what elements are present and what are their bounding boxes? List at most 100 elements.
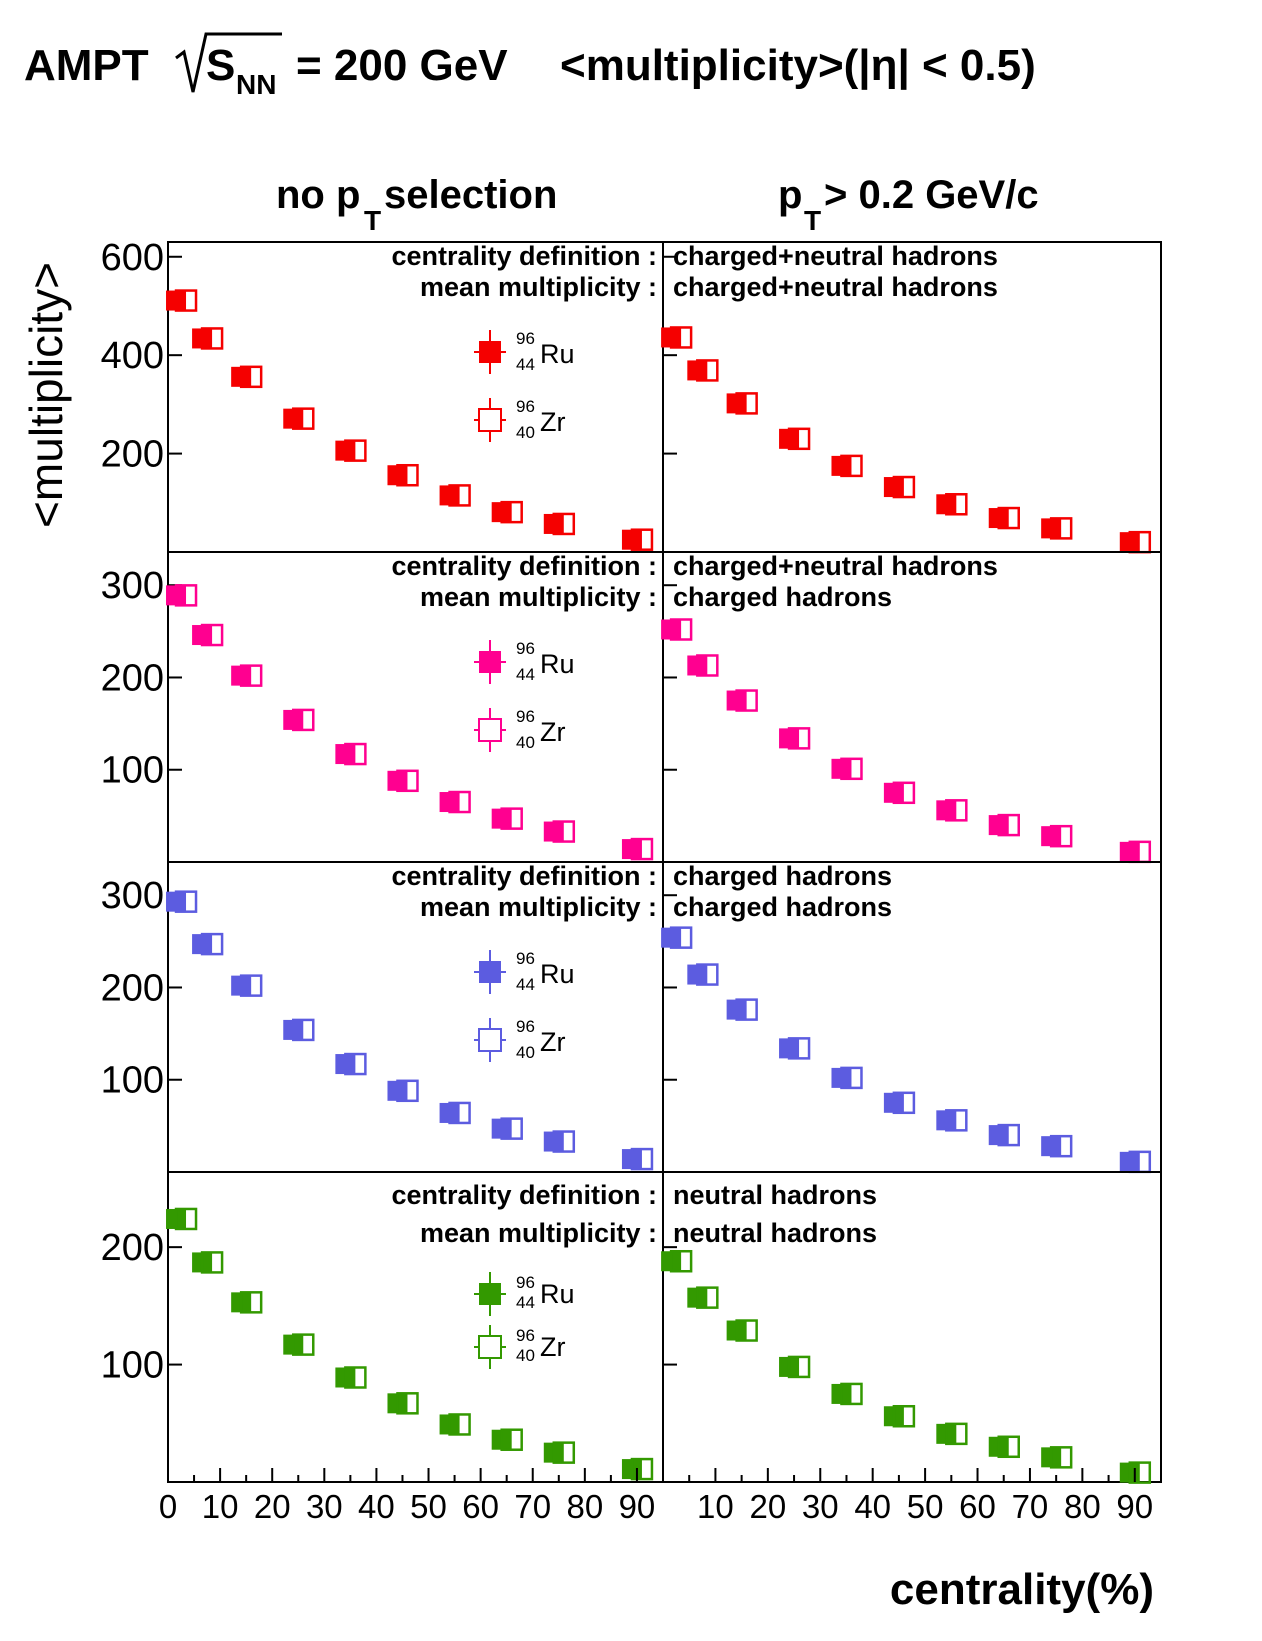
zr-marker	[552, 1441, 576, 1464]
data-point-left-1	[166, 1207, 198, 1231]
zr-marker	[669, 618, 693, 641]
x-tick-label-right: 80	[1064, 1488, 1101, 1525]
centrality-definition-value: neutral hadrons	[673, 1180, 877, 1210]
column-left-suffix: selection	[384, 173, 557, 217]
zr-marker	[892, 475, 916, 499]
legend-entry-zr: 96 40 Zr	[474, 1017, 565, 1062]
zr-marker	[696, 1286, 719, 1309]
zr-marker	[787, 427, 811, 451]
data-point-left-2	[192, 623, 224, 647]
mean-multiplicity-value: charged hadrons	[673, 892, 892, 922]
title-sqrt-sub: NN	[236, 69, 276, 100]
data-point-left-3	[231, 1291, 263, 1314]
data-point-right-10	[1119, 1150, 1152, 1174]
zr-marker	[630, 837, 654, 861]
data-point-left-8	[491, 807, 523, 830]
legend-charge-number: 40	[516, 423, 535, 442]
mean-multiplicity-label: mean multiplicity :	[420, 272, 657, 302]
zr-marker	[239, 664, 263, 687]
zr-marker	[174, 584, 198, 607]
legend-row-2: 96 44 Ru 96 40 Zr	[474, 639, 575, 752]
data-point-left-4	[283, 1333, 315, 1356]
data-point-right-2	[687, 359, 719, 382]
y-tick-label: 300	[101, 565, 164, 607]
x-tick-label-left: 50	[410, 1488, 447, 1525]
zr-marker	[630, 1147, 654, 1171]
centrality-definition-value: charged+neutral hadrons	[673, 241, 998, 271]
legend-mass-number: 96	[516, 639, 535, 658]
data-point-left-7	[439, 484, 471, 507]
zr-marker	[292, 1333, 315, 1356]
zr-marker	[997, 1435, 1020, 1459]
data-point-right-3	[726, 392, 758, 415]
centrality-definition-value: charged+neutral hadrons	[673, 551, 998, 581]
data-point-left-3	[231, 664, 263, 687]
x-tick-label-left: 80	[566, 1488, 603, 1525]
zr-marker	[174, 890, 198, 913]
x-tick-label-right: 10	[697, 1488, 734, 1525]
zr-marker	[669, 326, 693, 349]
zr-marker	[787, 1037, 811, 1060]
data-point-left-1	[166, 584, 198, 607]
data-point-left-5	[335, 1366, 367, 1389]
legend-symbol: Zr	[540, 407, 565, 437]
zr-marker	[200, 327, 224, 350]
zr-marker	[448, 484, 471, 507]
zr-marker	[997, 813, 1020, 837]
zr-marker	[174, 289, 198, 312]
zr-marker	[997, 1123, 1020, 1147]
data-point-left-4	[283, 407, 315, 430]
data-point-right-2	[687, 1286, 719, 1309]
x-tick-label-left: 60	[462, 1488, 499, 1525]
legend-symbol: Ru	[540, 339, 575, 369]
legend-ru-marker-icon	[479, 961, 501, 983]
data-point-right-5	[831, 1066, 863, 1090]
x-tick-label-left: 40	[358, 1488, 395, 1525]
column-left-label: no p	[276, 173, 360, 217]
zr-marker	[696, 359, 719, 382]
legend-mass-number: 96	[516, 397, 535, 416]
panel-frame	[662, 1171, 1162, 1483]
data-point-right-6	[883, 1091, 916, 1115]
legend-charge-number: 44	[516, 355, 535, 374]
zr-marker	[945, 493, 968, 516]
data-point-left-5	[335, 439, 367, 462]
y-tick-label: 200	[101, 967, 164, 1009]
data-point-left-1	[166, 890, 198, 913]
y-tick-label: 200	[101, 1227, 164, 1269]
zr-marker	[448, 1101, 471, 1125]
y-axis-title: <multiplicity>	[20, 262, 72, 528]
column-heading-left: no p T selection	[276, 173, 557, 236]
data-point-left-6	[387, 1079, 419, 1103]
y-tick-label: 300	[101, 875, 164, 917]
legend-symbol: Zr	[540, 1332, 565, 1362]
panel-row-3: 100 200 300 centrality definition : charged …	[101, 861, 1162, 1174]
centrality-definition-value: charged hadrons	[673, 861, 892, 891]
data-point-right-5	[831, 1382, 863, 1406]
legend-charge-number: 44	[516, 1293, 535, 1312]
title-energy: = 200 GeV	[296, 41, 508, 90]
data-point-right-5	[831, 757, 863, 781]
data-point-right-7	[936, 799, 968, 822]
legend-mass-number: 96	[516, 1273, 535, 1292]
legend-entry-zr: 96 40 Zr	[474, 707, 565, 752]
zr-marker	[840, 757, 863, 781]
legend-mass-number: 96	[516, 329, 535, 348]
zr-marker	[892, 1404, 916, 1428]
zr-marker	[344, 742, 367, 766]
zr-marker	[735, 1319, 758, 1342]
zr-marker	[945, 799, 968, 822]
data-point-right-10	[1119, 840, 1152, 864]
data-point-right-6	[883, 475, 916, 499]
data-point-left-8	[491, 500, 523, 524]
legend-zr-marker-icon	[478, 1335, 502, 1359]
column-left-sub: T	[364, 205, 381, 236]
data-point-left-7	[439, 1101, 471, 1125]
zr-marker	[239, 365, 263, 389]
data-point-right-8	[988, 506, 1020, 530]
mean-multiplicity-label: mean multiplicity :	[420, 1218, 657, 1248]
legend-charge-number: 40	[516, 1043, 535, 1062]
data-point-left-5	[335, 742, 367, 766]
data-point-right-7	[936, 1109, 968, 1132]
centrality-definition-label: centrality definition :	[391, 1180, 657, 1210]
